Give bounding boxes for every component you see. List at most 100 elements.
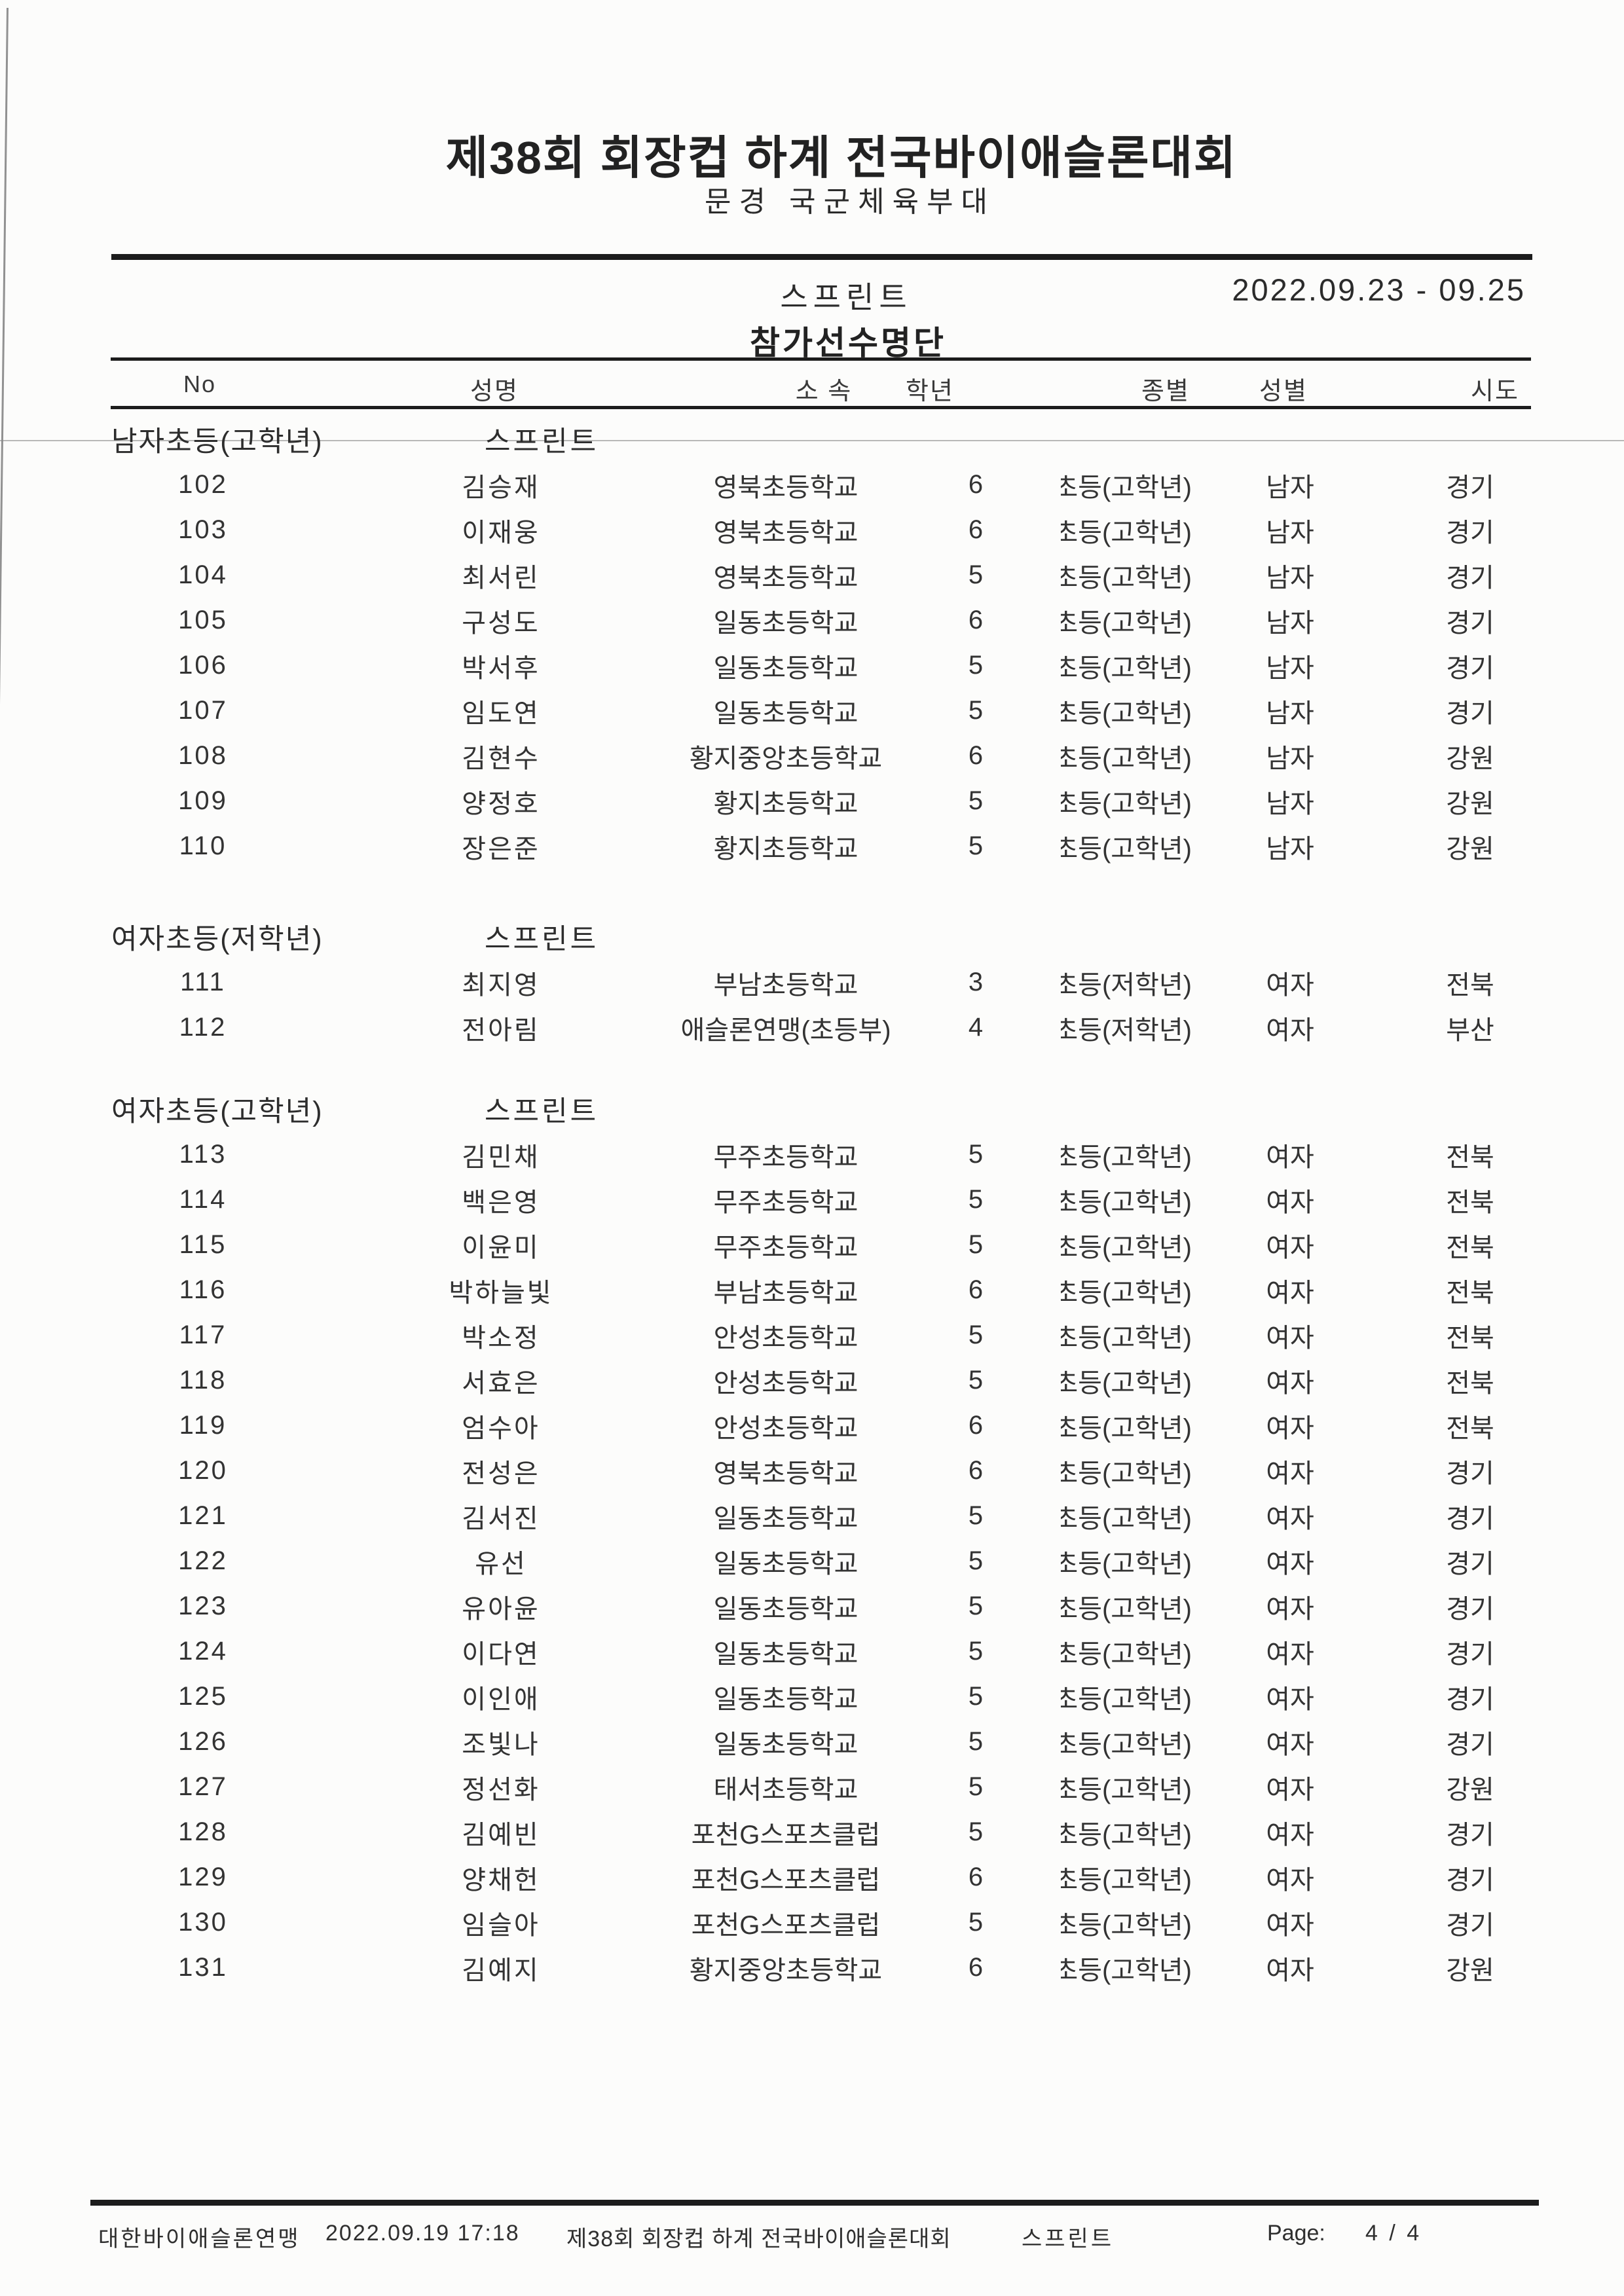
cell-category: 초등(저학년) (1041, 1009, 1211, 1047)
category-text: 초등(고학년) (1061, 608, 1192, 638)
cell-region: 전북 (1446, 1233, 1494, 1262)
footer-document-title: 제38회 회장컵 하계 전국바이애슬론대회 (566, 2227, 951, 2251)
cell-no: 102 (178, 470, 228, 499)
cell-name: 최서린 (462, 563, 540, 592)
cell-no: 113 (179, 1140, 227, 1169)
cell-name: 김승재 (462, 473, 540, 502)
cell-grade: 6 (968, 470, 984, 499)
category-text: 초등(고학년) (1061, 1820, 1192, 1850)
cell-grade: 5 (968, 1230, 984, 1259)
cell-affiliation: 일동초등학교 (713, 1549, 858, 1578)
cell-gender: 여자 (1266, 1956, 1314, 1985)
cell-name: 이다연 (462, 1639, 540, 1669)
cell-name: 김민채 (462, 1142, 540, 1172)
section-event: 스프린트 (485, 1096, 599, 1127)
table-row: 130 임슬아 포천G스포츠클럽 5 초등(고학년) 여자 경기 (0, 1900, 1624, 1945)
table-row: 128 김예빈 포천G스포츠클럽 5 초등(고학년) 여자 경기 (0, 1810, 1624, 1855)
cell-name: 장은준 (462, 834, 540, 864)
category-text: 초등(고학년) (1061, 1865, 1192, 1895)
column-header-grade: 학년 (906, 378, 954, 405)
cell-gender: 남자 (1266, 473, 1314, 502)
scan-horizontal-line-artifact (0, 440, 1624, 441)
cell-category: 초등(고학년) (1041, 647, 1211, 685)
cell-affiliation: 일동초등학교 (713, 1639, 858, 1669)
category-text: 초등(고학년) (1061, 1413, 1192, 1443)
cell-category: 초등(고학년) (1041, 1271, 1211, 1309)
cell-region: 경기 (1446, 653, 1494, 683)
cell-grade: 3 (968, 968, 984, 996)
cell-region: 경기 (1446, 518, 1494, 547)
table-row: 125 이인애 일동초등학교 5 초등(고학년) 여자 경기 (0, 1674, 1624, 1719)
cell-category: 초등(고학년) (1041, 1859, 1211, 1897)
cell-no: 123 (178, 1592, 228, 1620)
cell-no: 105 (178, 606, 228, 634)
cell-affiliation: 무주초등학교 (713, 1142, 858, 1172)
table-row: 105 구성도 일동초등학교 6 초등(고학년) 남자 경기 (0, 598, 1624, 643)
cell-gender: 여자 (1266, 1504, 1314, 1533)
cell-category: 초등(고학년) (1041, 466, 1211, 504)
table-row: 104 최서린 영북초등학교 5 초등(고학년) 남자 경기 (0, 553, 1624, 598)
cell-affiliation: 일동초등학교 (713, 653, 858, 683)
cell-region: 경기 (1446, 563, 1494, 592)
footer-page-label: Page: (1267, 2221, 1325, 2246)
cell-affiliation: 영북초등학교 (713, 563, 858, 592)
cell-category: 초등(고학년) (1041, 828, 1211, 866)
cell-category: 초등(고학년) (1041, 1949, 1211, 1987)
cell-affiliation: 일동초등학교 (713, 1730, 858, 1759)
cell-region: 경기 (1446, 1685, 1494, 1714)
section-label: 여자초등(저학년) (111, 924, 323, 955)
table-row: 107 임도연 일동초등학교 5 초등(고학년) 남자 경기 (0, 688, 1624, 733)
cell-region: 전북 (1446, 970, 1494, 1000)
category-text: 초등(고학년) (1061, 1278, 1192, 1307)
cell-no: 118 (179, 1366, 227, 1394)
cell-gender: 남자 (1266, 608, 1314, 638)
cell-no: 106 (178, 651, 228, 680)
table-row: 131 김예지 황지중앙초등학교 6 초등(고학년) 여자 강원 (0, 1945, 1624, 1990)
category-text: 초등(고학년) (1061, 1188, 1192, 1217)
cell-region: 경기 (1446, 1459, 1494, 1488)
cell-category: 초등(고학년) (1041, 1633, 1211, 1671)
section-event: 스프린트 (485, 426, 599, 458)
cell-gender: 여자 (1266, 1549, 1314, 1578)
cell-affiliation: 포천G스포츠클럽 (691, 1820, 881, 1850)
table-row: 126 조빛나 일동초등학교 5 초등(고학년) 여자 경기 (0, 1719, 1624, 1764)
cell-category: 초등(고학년) (1041, 1362, 1211, 1400)
cell-affiliation: 일동초등학교 (713, 699, 858, 728)
table-row: 109 양정호 황지초등학교 5 초등(고학년) 남자 강원 (0, 778, 1624, 824)
table-section: 남자초등(고학년) 스프린트 102 김승재 영북초등학교 6 초등(고학년) 남자 경기 103… (0, 419, 1624, 869)
mid-rule (111, 357, 1531, 361)
cell-region: 전북 (1446, 1413, 1494, 1443)
cell-affiliation: 포천G스포츠클럽 (691, 1865, 881, 1895)
cell-category: 초등(고학년) (1041, 737, 1211, 775)
table-row: 116 박하늘빛 부남초등학교 6 초등(고학년) 여자 전북 (0, 1267, 1624, 1313)
cell-name: 임슬아 (462, 1910, 540, 1940)
category-text: 초등(고학년) (1061, 1594, 1192, 1624)
table-row: 114 백은영 무주초등학교 5 초등(고학년) 여자 전북 (0, 1177, 1624, 1222)
cell-category: 초등(고학년) (1041, 1768, 1211, 1806)
cell-affiliation: 영북초등학교 (713, 473, 858, 502)
cell-grade: 5 (968, 696, 984, 725)
cell-category: 초등(고학년) (1041, 1904, 1211, 1942)
section-rows: 111 최지영 부남초등학교 3 초등(저학년) 여자 전북 112 전아림 애슬론연맹(초등부)… (0, 960, 1624, 1050)
cell-region: 전북 (1446, 1278, 1494, 1307)
section-header: 여자초등(저학년) 스프린트 (0, 917, 1624, 960)
cell-grade: 5 (968, 1817, 984, 1846)
cell-affiliation: 태서초등학교 (713, 1775, 858, 1804)
cell-region: 전북 (1446, 1142, 1494, 1172)
cell-name: 김서진 (462, 1504, 540, 1533)
category-text: 초등(고학년) (1061, 653, 1192, 683)
cell-affiliation: 영북초등학교 (713, 1459, 858, 1488)
cell-region: 강원 (1446, 1775, 1494, 1804)
cell-category: 초등(고학년) (1041, 1226, 1211, 1264)
cell-affiliation: 황지중앙초등학교 (689, 744, 883, 773)
cell-category: 초등(고학년) (1041, 602, 1211, 640)
cell-affiliation: 황지중앙초등학교 (689, 1956, 883, 1985)
cell-grade: 5 (968, 1682, 984, 1711)
cell-no: 125 (178, 1682, 228, 1711)
cell-grade: 5 (968, 1321, 984, 1349)
cell-no: 115 (179, 1230, 227, 1259)
cell-name: 엄수아 (462, 1413, 540, 1443)
column-header-region: 시도 (1471, 378, 1519, 405)
cell-region: 경기 (1446, 1504, 1494, 1533)
cell-gender: 여자 (1266, 1775, 1314, 1804)
